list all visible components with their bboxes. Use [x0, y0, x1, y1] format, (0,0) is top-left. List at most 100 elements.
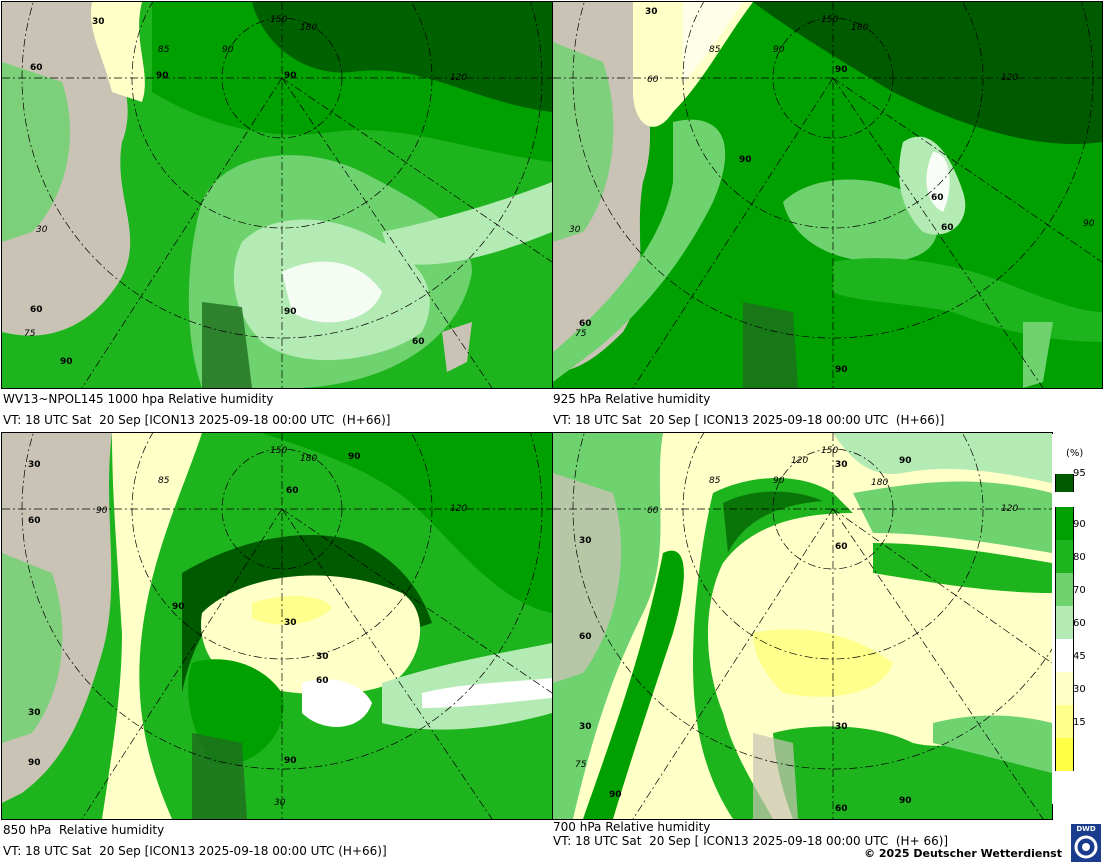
contour-label: 30 — [28, 708, 41, 718]
caption-850hpa-validtime: VT: 18 UTC Sat 20 Sep [ICON13 2025-09-18… — [3, 844, 387, 858]
grid-label: 75 — [575, 329, 587, 339]
grid-label: 120 — [450, 504, 467, 514]
caption-700hpa-title: 700 hPa Relative humidity — [553, 820, 711, 834]
legend-color-box — [1055, 573, 1074, 606]
grid-label: 150 — [270, 15, 287, 25]
contour-label: 60 — [286, 486, 299, 496]
contour-label: 30 — [284, 618, 297, 628]
contour-label: 60 — [579, 319, 592, 329]
grid-label: 85 — [709, 45, 721, 55]
legend-tick-label: 90 — [1073, 519, 1086, 530]
legend-tick-label: 95 — [1073, 468, 1086, 479]
legend-tick-label: 15 — [1073, 717, 1086, 728]
legend-unit: (%) — [1066, 448, 1084, 459]
legend-color-box — [1055, 606, 1074, 639]
contour-label: 90 — [348, 452, 361, 462]
grid-label: 85 — [158, 476, 170, 486]
contour-label: 60 — [579, 632, 592, 642]
grid-label: 180 — [300, 454, 317, 464]
legend-color-box — [1055, 507, 1074, 540]
legend-color-box — [1055, 705, 1074, 738]
contour-label: 30 — [645, 7, 658, 17]
grid-label: 30 — [569, 225, 581, 235]
grid-label: 30 — [274, 798, 286, 808]
legend-tick-label: 70 — [1073, 585, 1086, 596]
contour-label: 30 — [579, 536, 592, 546]
grid-label: 60 — [647, 75, 659, 85]
grid-label: 180 — [300, 23, 317, 33]
grid-label: 90 — [773, 45, 785, 55]
contour-label: 60 — [412, 337, 425, 347]
logo-swirl-icon — [1074, 835, 1098, 859]
legend-color-box — [1055, 639, 1074, 672]
map-925hpa: 30 90 90 60 60 60 90 85 90 150 180 120 6… — [553, 2, 1102, 388]
contour-label: 90 — [739, 155, 752, 165]
caption-1000hpa-title: WV13~NPOL145 1000 hpa Relative humidity — [3, 392, 274, 406]
legend-tick-label: 80 — [1073, 552, 1086, 563]
panel-925hpa: 30 90 90 60 60 60 90 85 90 150 180 120 6… — [552, 1, 1103, 389]
contour-label: 30 — [835, 460, 848, 470]
legend-tick-label: 45 — [1073, 651, 1086, 662]
contour-label: 60 — [316, 676, 329, 686]
grid-label: 90 — [1083, 219, 1095, 229]
map-1000hpa: 30 60 90 90 90 60 60 90 85 90 150 180 12… — [2, 2, 552, 388]
map-850hpa: 30 60 90 60 90 30 30 60 30 90 90 85 150 … — [2, 433, 552, 819]
legend-tick-label: 60 — [1073, 618, 1086, 629]
grid-label: 120 — [450, 73, 467, 83]
colorbar-legend: (%) 95 90 80 70 60 45 30 15 — [1052, 434, 1102, 804]
caption-1000hpa-validtime: VT: 18 UTC Sat 20 Sep [ICON13 2025-09-18… — [3, 413, 391, 427]
contour-label: 90 — [899, 796, 912, 806]
contour-label: 90 — [172, 602, 185, 612]
contour-label: 90 — [284, 756, 297, 766]
contour-label: 90 — [284, 307, 297, 317]
grid-label: 60 — [647, 506, 659, 516]
caption-850hpa-title: 850 hPa Relative humidity — [3, 823, 165, 837]
contour-label: 90 — [609, 790, 622, 800]
panel-700hpa: 30 90 60 30 60 30 30 90 90 60 85 120 150… — [552, 432, 1053, 820]
caption-925hpa-validtime: VT: 18 UTC Sat 20 Sep [ ICON13 2025-09-1… — [553, 413, 945, 427]
contour-label: 30 — [28, 460, 41, 470]
logo-text: DWD — [1076, 825, 1096, 833]
contour-label: 60 — [941, 223, 954, 233]
grid-label: 150 — [821, 446, 838, 456]
legend-color-box — [1055, 672, 1074, 705]
panel-1000hpa: 30 60 90 90 90 60 60 90 85 90 150 180 12… — [1, 1, 553, 389]
grid-label: 90 — [96, 506, 108, 516]
contour-label: 90 — [284, 71, 297, 81]
legend-color-box — [1055, 738, 1074, 771]
contour-label: 90 — [835, 65, 848, 75]
grid-label: 30 — [36, 225, 48, 235]
contour-label: 60 — [835, 542, 848, 552]
map-700hpa: 30 90 60 30 60 30 30 90 90 60 85 120 150… — [553, 433, 1052, 819]
grid-label: 180 — [851, 23, 868, 33]
grid-label: 150 — [821, 15, 838, 25]
grid-label: 90 — [222, 45, 234, 55]
grid-label: 120 — [791, 456, 808, 466]
caption-700hpa-validtime: VT: 18 UTC Sat 20 Sep [ ICON13 2025-09-1… — [553, 834, 949, 848]
grid-label: 120 — [1001, 73, 1018, 83]
panel-850hpa: 30 60 90 60 90 30 30 60 30 90 90 85 150 … — [1, 432, 553, 820]
legend-color-box — [1055, 474, 1074, 492]
grid-label: 75 — [575, 760, 587, 770]
contour-label: 30 — [835, 722, 848, 732]
grid-label: 85 — [158, 45, 170, 55]
grid-label: 90 — [773, 476, 785, 486]
copyright-text: © 2025 Deutscher Wetterdienst — [864, 847, 1062, 860]
contour-label: 60 — [30, 305, 43, 315]
contour-label: 60 — [28, 516, 41, 526]
contour-label: 90 — [60, 357, 73, 367]
contour-label: 30 — [92, 17, 105, 27]
contour-label: 30 — [316, 652, 329, 662]
dwd-logo: DWD — [1071, 824, 1101, 862]
contour-label: 60 — [835, 804, 848, 814]
contour-label: 90 — [28, 758, 41, 768]
contour-label: 60 — [931, 193, 944, 203]
contour-label: 90 — [835, 365, 848, 375]
caption-925hpa-title: 925 hPa Relative humidity — [553, 392, 711, 406]
grid-label: 150 — [270, 446, 287, 456]
grid-label: 180 — [871, 478, 888, 488]
grid-label: 120 — [1001, 504, 1018, 514]
legend-tick-label: 30 — [1073, 684, 1086, 695]
contour-label: 90 — [156, 71, 169, 81]
grid-label: 75 — [24, 329, 36, 339]
